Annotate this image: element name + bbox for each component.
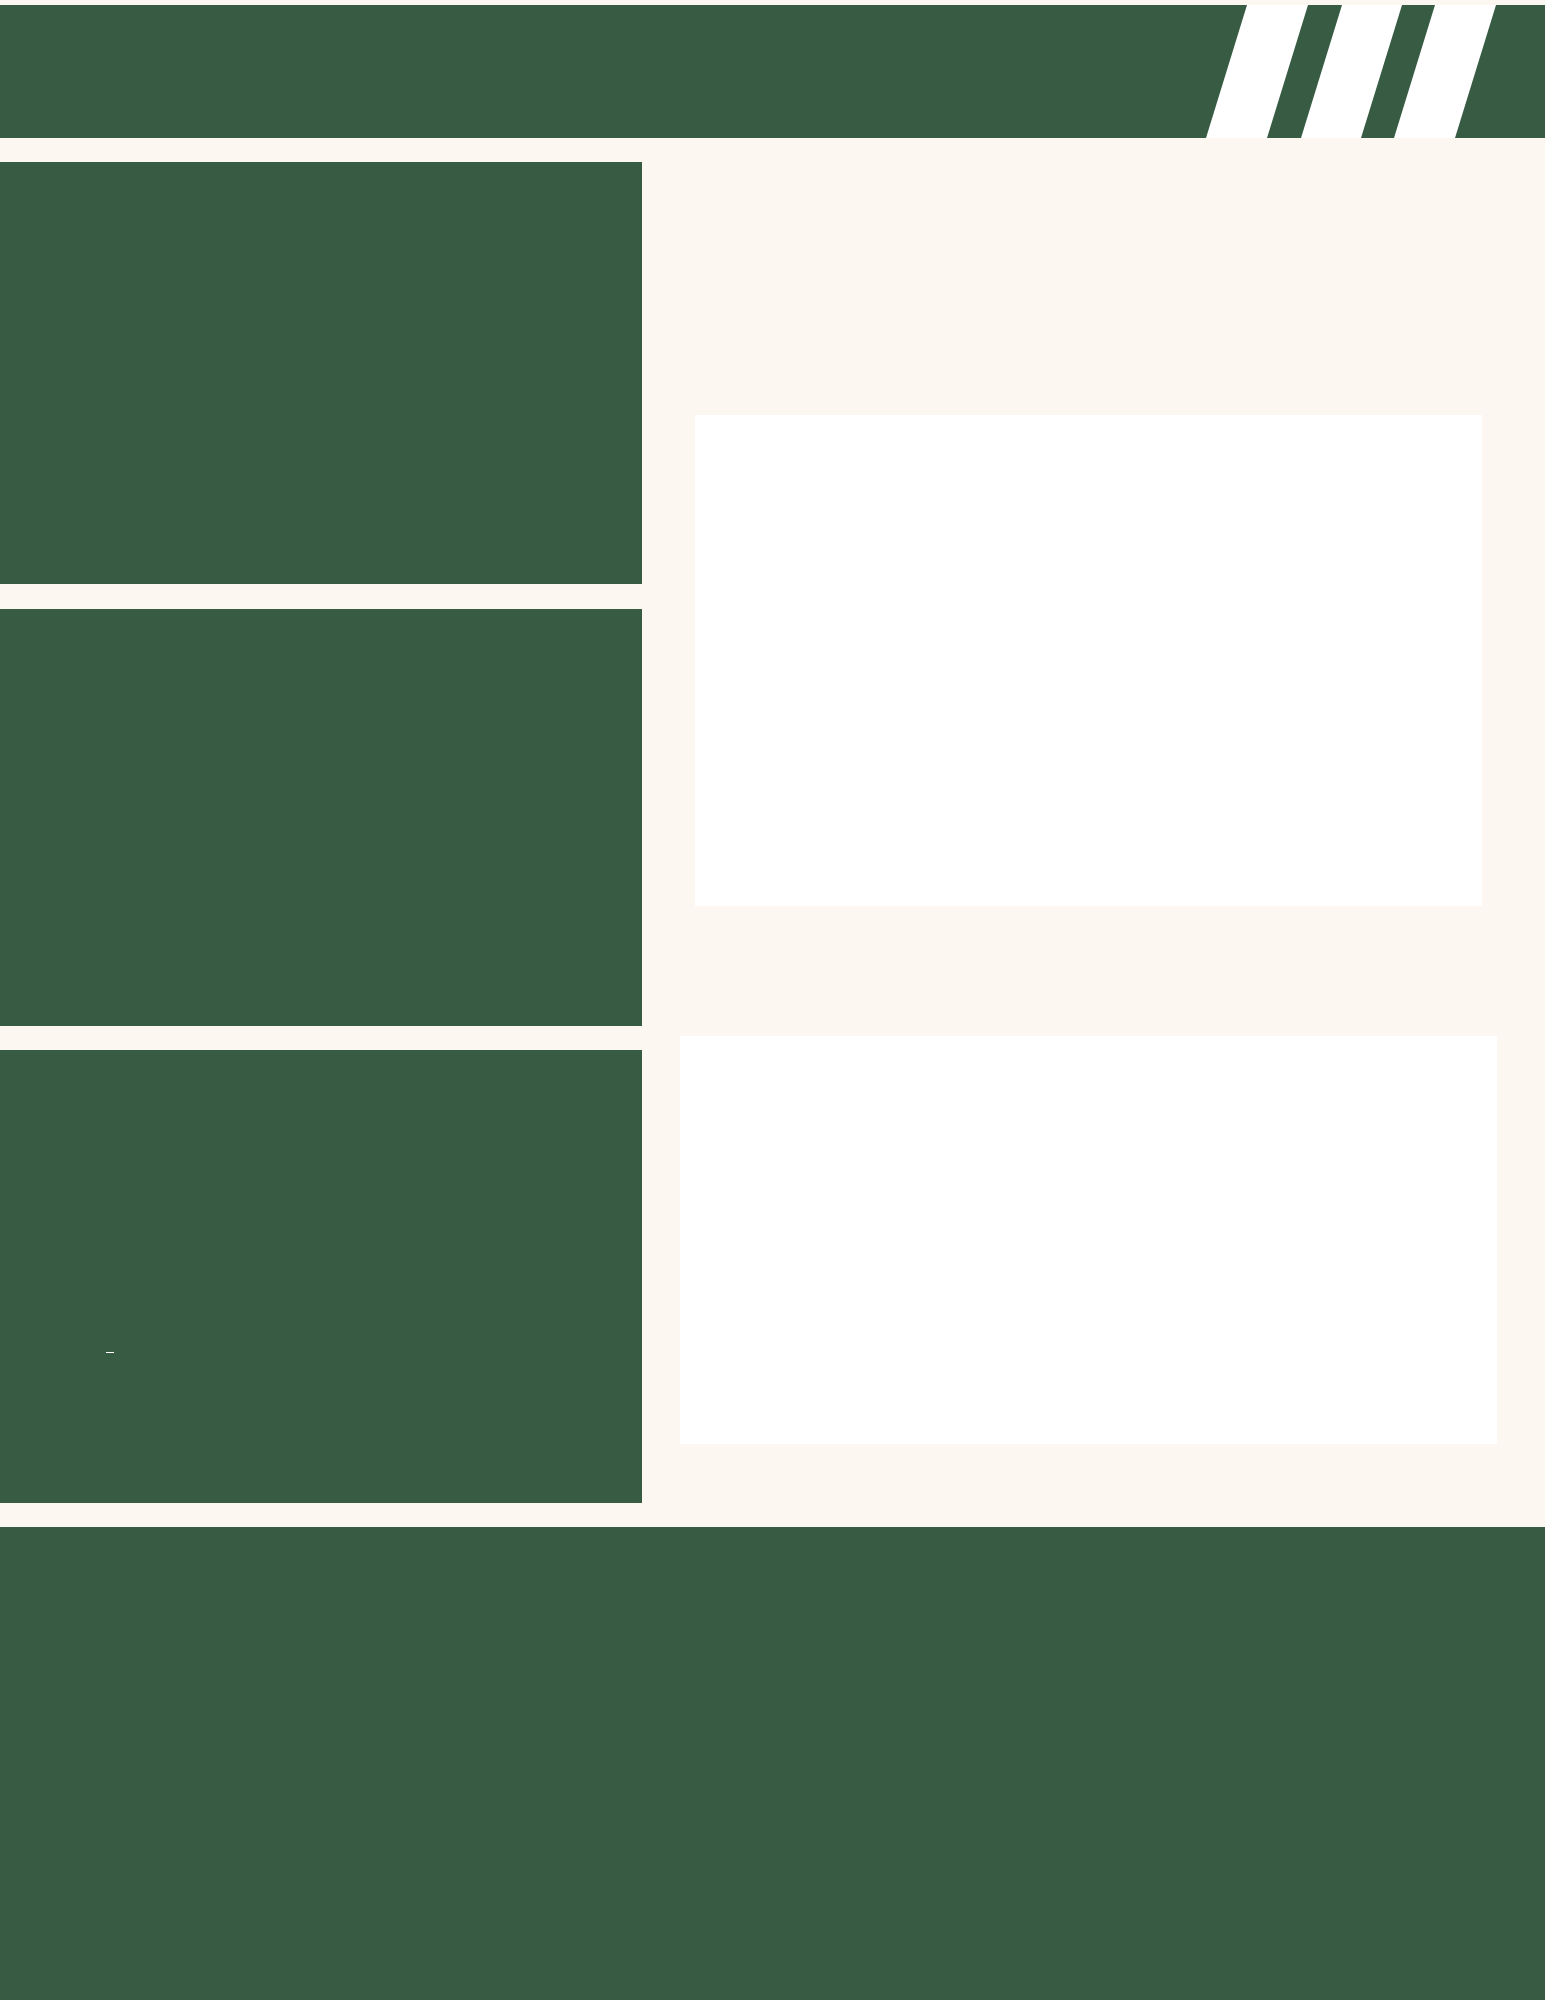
chart: [680, 1036, 1497, 1444]
top-banner: [0, 5, 1545, 138]
literature-panel: [0, 1050, 642, 1503]
banner-stripe: [1206, 5, 1308, 138]
design-decisions-panel: [0, 162, 642, 584]
banner-stripe: [1301, 5, 1402, 138]
formula: [76, 1348, 124, 1357]
fraction: [106, 1348, 114, 1357]
numerator: [106, 1348, 114, 1353]
next-steps-panel: [0, 1527, 1545, 2000]
banner-stripe: [1394, 5, 1496, 138]
how-it-works-panel: [0, 609, 642, 1026]
chart: [695, 415, 1482, 906]
section-body: [69, 1145, 629, 1147]
